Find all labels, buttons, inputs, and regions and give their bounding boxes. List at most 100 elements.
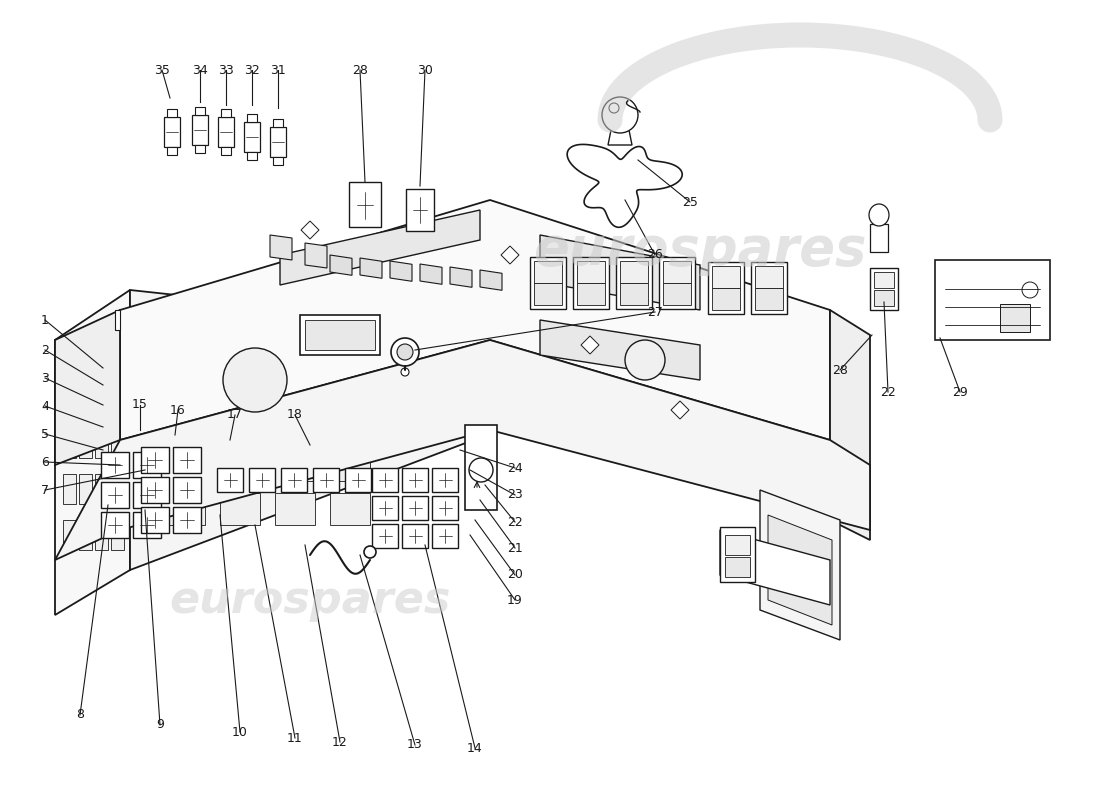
Bar	[314, 468, 339, 492]
Bar	[406, 189, 434, 231]
Bar	[402, 468, 428, 492]
Bar	[217, 468, 243, 492]
Bar	[79, 428, 92, 458]
Bar	[465, 425, 497, 510]
Text: 32: 32	[244, 63, 260, 77]
Bar	[330, 405, 370, 437]
Bar	[663, 261, 691, 283]
Text: 10: 10	[232, 726, 248, 738]
Circle shape	[390, 338, 419, 366]
Polygon shape	[55, 310, 120, 465]
Bar	[330, 493, 370, 525]
Bar	[372, 524, 398, 548]
Bar	[935, 260, 1050, 340]
Bar	[725, 557, 750, 577]
Text: 3: 3	[41, 371, 48, 385]
Bar	[275, 449, 315, 481]
Text: 7: 7	[41, 483, 50, 497]
Polygon shape	[568, 145, 682, 227]
Bar	[79, 474, 92, 504]
Bar	[874, 290, 894, 306]
Polygon shape	[301, 221, 319, 239]
Bar	[101, 452, 129, 478]
Text: 28: 28	[832, 363, 848, 377]
Circle shape	[625, 340, 666, 380]
Bar	[111, 428, 124, 458]
Text: eurospares: eurospares	[169, 578, 451, 622]
Text: 34: 34	[192, 63, 208, 77]
Text: 11: 11	[287, 731, 303, 745]
Polygon shape	[450, 267, 472, 287]
Bar	[578, 261, 605, 283]
Bar	[95, 336, 108, 366]
Bar	[141, 507, 169, 533]
Text: 1: 1	[41, 314, 48, 326]
Bar	[141, 477, 169, 503]
Text: 6: 6	[41, 455, 48, 469]
Bar	[372, 496, 398, 520]
Polygon shape	[720, 530, 830, 605]
Text: 27: 27	[647, 306, 663, 318]
Bar	[273, 119, 283, 127]
Polygon shape	[280, 210, 480, 285]
Bar	[173, 447, 201, 473]
Circle shape	[469, 458, 493, 482]
Bar	[63, 520, 76, 550]
Polygon shape	[540, 320, 700, 380]
Text: 12: 12	[332, 735, 348, 749]
Bar	[708, 262, 744, 314]
Bar	[248, 152, 257, 160]
Bar	[870, 268, 898, 310]
Bar	[870, 224, 888, 252]
Bar	[659, 257, 695, 309]
Bar	[432, 496, 458, 520]
Bar	[221, 147, 231, 155]
Bar	[221, 109, 231, 117]
Polygon shape	[768, 515, 832, 625]
Circle shape	[223, 348, 287, 412]
Polygon shape	[55, 290, 130, 615]
Circle shape	[397, 344, 412, 360]
Bar	[111, 520, 124, 550]
Polygon shape	[120, 200, 830, 440]
Polygon shape	[608, 125, 632, 145]
Text: 4: 4	[41, 399, 48, 413]
Bar	[270, 127, 286, 157]
Text: 20: 20	[507, 569, 522, 582]
Bar	[79, 520, 92, 550]
Text: 35: 35	[154, 63, 169, 77]
Text: 33: 33	[218, 63, 234, 77]
Bar	[372, 468, 398, 492]
Bar	[874, 272, 894, 288]
Bar	[244, 122, 260, 152]
Bar	[63, 428, 76, 458]
Bar	[275, 493, 315, 525]
Ellipse shape	[869, 204, 889, 226]
Bar	[349, 182, 381, 227]
Text: 15: 15	[132, 398, 147, 411]
Bar	[111, 474, 124, 504]
Bar	[218, 117, 234, 147]
Polygon shape	[760, 490, 840, 640]
Polygon shape	[270, 235, 292, 260]
Text: 2: 2	[41, 343, 48, 357]
Bar	[95, 474, 108, 504]
Bar	[101, 482, 129, 508]
Bar	[305, 320, 375, 350]
Bar	[345, 468, 371, 492]
Bar	[95, 382, 108, 412]
Text: eurospares: eurospares	[534, 224, 867, 276]
Text: 31: 31	[271, 63, 286, 77]
Bar	[95, 520, 108, 550]
Bar	[111, 336, 124, 366]
Bar	[111, 382, 124, 412]
Bar	[300, 315, 379, 355]
Circle shape	[402, 368, 409, 376]
Bar	[432, 524, 458, 548]
Bar	[280, 468, 307, 492]
Text: 23: 23	[507, 489, 522, 502]
Bar	[133, 512, 161, 538]
Text: 19: 19	[507, 594, 522, 606]
Bar	[63, 474, 76, 504]
Bar	[755, 288, 783, 310]
